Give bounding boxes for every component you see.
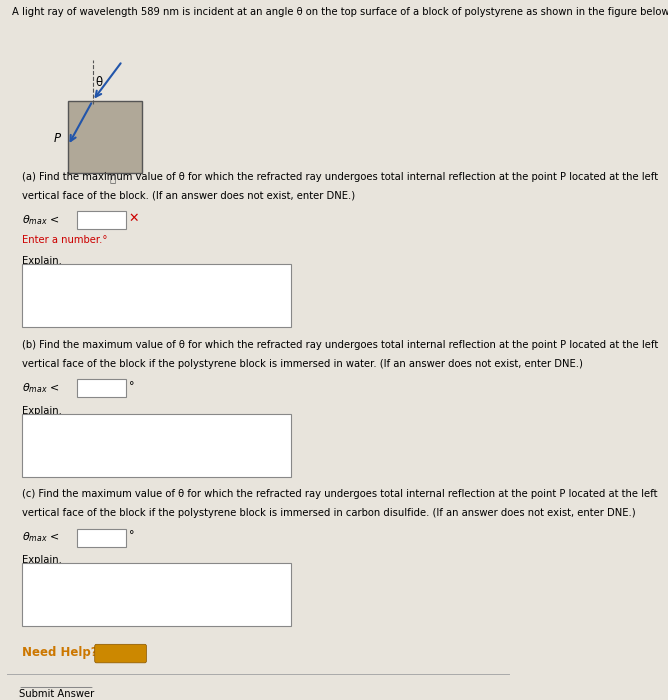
Text: A light ray of wavelength 589 nm is incident at an angle θ on the top surface of: A light ray of wavelength 589 nm is inci… [11,7,668,17]
Bar [22,264,291,328]
Text: Submit Answer: Submit Answer [19,689,94,699]
Bar [68,101,142,173]
Text: vertical face of the block. (If an answer does not exist, enter DNE.): vertical face of the block. (If an answe… [22,191,355,201]
Text: vertical face of the block if the polystyrene block is immersed in carbon disulf: vertical face of the block if the polyst… [22,508,635,519]
Text: Read It: Read It [100,648,142,659]
Text: $\theta_{max}$ <: $\theta_{max}$ < [22,381,59,395]
Text: (c) Find the maximum value of θ for which the refracted ray undergoes total inte: (c) Find the maximum value of θ for whic… [22,489,657,499]
Text: $\theta_{max}$ <: $\theta_{max}$ < [22,531,59,544]
Text: Explain.: Explain. [22,555,61,565]
Text: °: ° [128,531,134,540]
Text: (a) Find the maximum value of θ for which the refracted ray undergoes total inte: (a) Find the maximum value of θ for whic… [22,172,658,181]
Bar [77,211,126,229]
Text: θ: θ [96,76,103,89]
Bar [77,379,126,398]
Text: Explain.: Explain. [22,405,61,416]
Text: (b) Find the maximum value of θ for which the refracted ray undergoes total inte: (b) Find the maximum value of θ for whic… [22,340,658,350]
Text: vertical face of the block if the polystyrene block is immersed in water. (If an: vertical face of the block if the polyst… [22,359,582,369]
Text: P: P [53,132,61,145]
FancyBboxPatch shape [20,687,93,700]
Bar [22,564,291,626]
Text: ⓘ: ⓘ [110,173,116,183]
Bar [22,414,291,477]
Text: Need Help?: Need Help? [22,645,98,659]
FancyBboxPatch shape [95,644,146,663]
Bar [77,529,126,547]
Text: $\theta_{max}$ <: $\theta_{max}$ < [22,213,59,227]
Text: Enter a number.°: Enter a number.° [22,235,108,246]
Text: Explain.: Explain. [22,256,61,266]
Text: ✕: ✕ [128,212,139,225]
Text: °: ° [128,381,134,391]
